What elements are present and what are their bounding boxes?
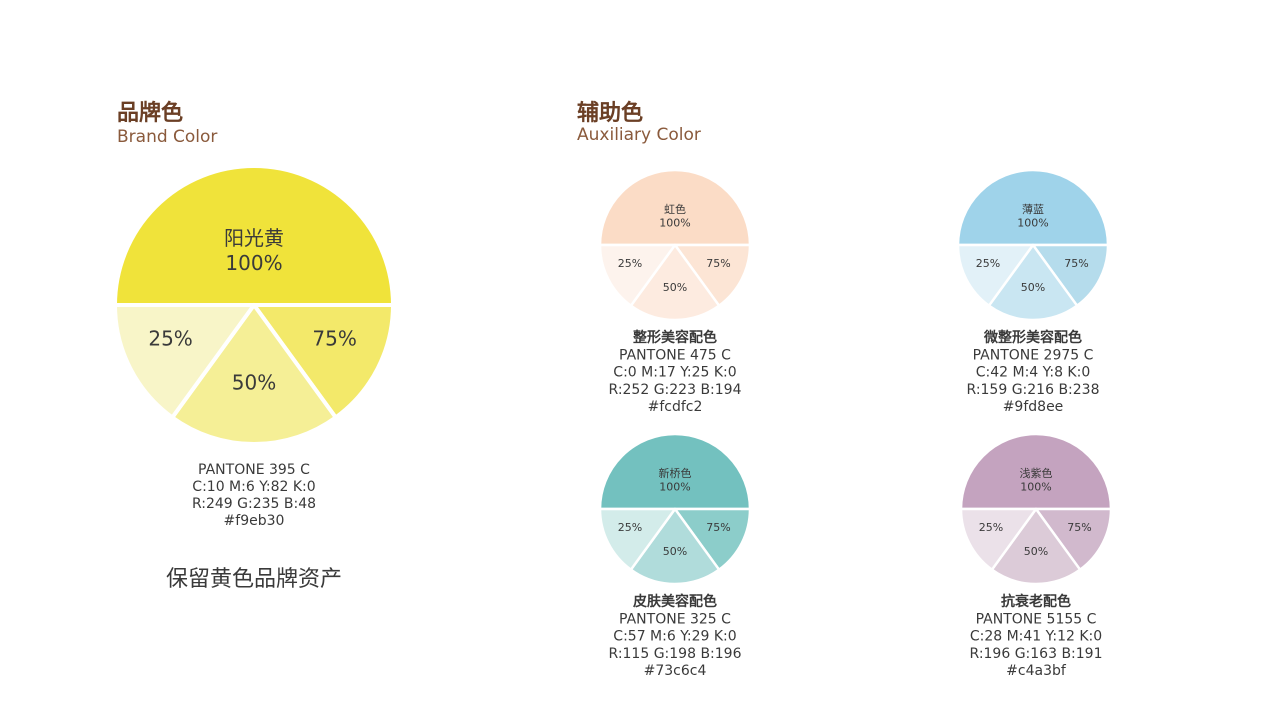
- color-segment: [956, 243, 1035, 307]
- tint-label: 50%: [663, 281, 687, 294]
- color-spec: R:196 G:163 B:191: [970, 646, 1103, 662]
- color-segment: [629, 243, 721, 322]
- color-segment: [959, 432, 1113, 511]
- brand-note: 保留黄色品牌资产: [166, 567, 342, 592]
- usage-label: 皮肤美容配色: [632, 593, 717, 610]
- color-name: 新桥色: [659, 466, 692, 480]
- color-segment: [956, 168, 1110, 247]
- color-segment: [1031, 243, 1110, 307]
- tint-label: 75%: [312, 326, 356, 350]
- color-spec: #c4a3bf: [1006, 663, 1067, 679]
- color-spec: C:10 M:6 Y:82 K:0: [192, 479, 315, 495]
- usage-label: 微整形美容配色: [983, 329, 1082, 346]
- color-segment: [990, 507, 1082, 586]
- tint-label: 25%: [618, 521, 642, 534]
- color-segment: [598, 432, 752, 511]
- usage-label: 整形美容配色: [632, 329, 717, 346]
- tint-label: 100%: [659, 480, 690, 493]
- color-name: 浅紫色: [1020, 466, 1053, 480]
- color-segment: [598, 168, 752, 247]
- color-spec: #9fd8ee: [1003, 399, 1064, 415]
- color-spec: C:0 M:17 Y:25 K:0: [613, 365, 736, 381]
- color-spec: R:115 G:198 B:196: [609, 646, 742, 662]
- tint-label: 50%: [1024, 545, 1048, 558]
- color-spec: #f9eb30: [224, 513, 285, 529]
- color-spec: C:28 M:41 Y:12 K:0: [970, 629, 1102, 645]
- color-name: 阳光黄: [224, 226, 284, 250]
- color-segment: [987, 243, 1079, 322]
- color-spec: #73c6c4: [644, 663, 707, 679]
- color-spec: PANTONE 5155 C: [976, 611, 1097, 627]
- color-name: 薄蓝: [1022, 202, 1044, 216]
- color-name: 虹色: [664, 202, 686, 216]
- color-segment: [598, 243, 677, 307]
- color-segment: [673, 507, 752, 571]
- tint-label: 25%: [148, 326, 192, 350]
- usage-label: 抗衰老配色: [1001, 593, 1071, 610]
- color-segment: [113, 303, 256, 420]
- tint-label: 25%: [979, 521, 1003, 534]
- color-spec: PANTONE 325 C: [619, 611, 731, 627]
- tint-label: 100%: [225, 251, 282, 275]
- tint-label: 75%: [1064, 257, 1088, 270]
- color-segment: [170, 303, 338, 446]
- color-segment: [598, 507, 677, 571]
- tint-label: 50%: [232, 371, 276, 395]
- tint-label: 100%: [1020, 480, 1051, 493]
- color-spec: PANTONE 475 C: [619, 347, 731, 363]
- color-spec: R:252 G:223 B:194: [609, 382, 742, 398]
- color-spec: R:249 G:235 B:48: [192, 496, 316, 512]
- tint-label: 50%: [663, 545, 687, 558]
- brand-subtitle: Brand Color: [117, 127, 217, 147]
- color-spec: PANTONE 2975 C: [973, 347, 1094, 363]
- color-spec: #fcdfc2: [648, 399, 703, 415]
- tint-label: 75%: [1067, 521, 1091, 534]
- tint-label: 25%: [976, 257, 1000, 270]
- color-spec: C:57 M:6 Y:29 K:0: [613, 629, 736, 645]
- color-segment: [252, 303, 395, 420]
- color-segment: [113, 164, 395, 307]
- brand-title: 品牌色: [117, 100, 183, 126]
- color-spec: R:159 G:216 B:238: [967, 382, 1100, 398]
- tint-label: 100%: [659, 216, 690, 229]
- color-spec: PANTONE 395 C: [198, 462, 310, 478]
- tint-label: 25%: [618, 257, 642, 270]
- color-segment: [673, 243, 752, 307]
- color-spec: C:42 M:4 Y:8 K:0: [976, 365, 1090, 381]
- color-segment: [1034, 507, 1113, 571]
- color-segment: [629, 507, 721, 586]
- color-segment: [959, 507, 1038, 571]
- tint-label: 100%: [1017, 216, 1048, 229]
- aux-subtitle: Auxiliary Color: [577, 125, 701, 145]
- tint-label: 50%: [1021, 281, 1045, 294]
- aux-title: 辅助色: [577, 100, 643, 126]
- tint-label: 75%: [706, 521, 730, 534]
- tint-label: 75%: [706, 257, 730, 270]
